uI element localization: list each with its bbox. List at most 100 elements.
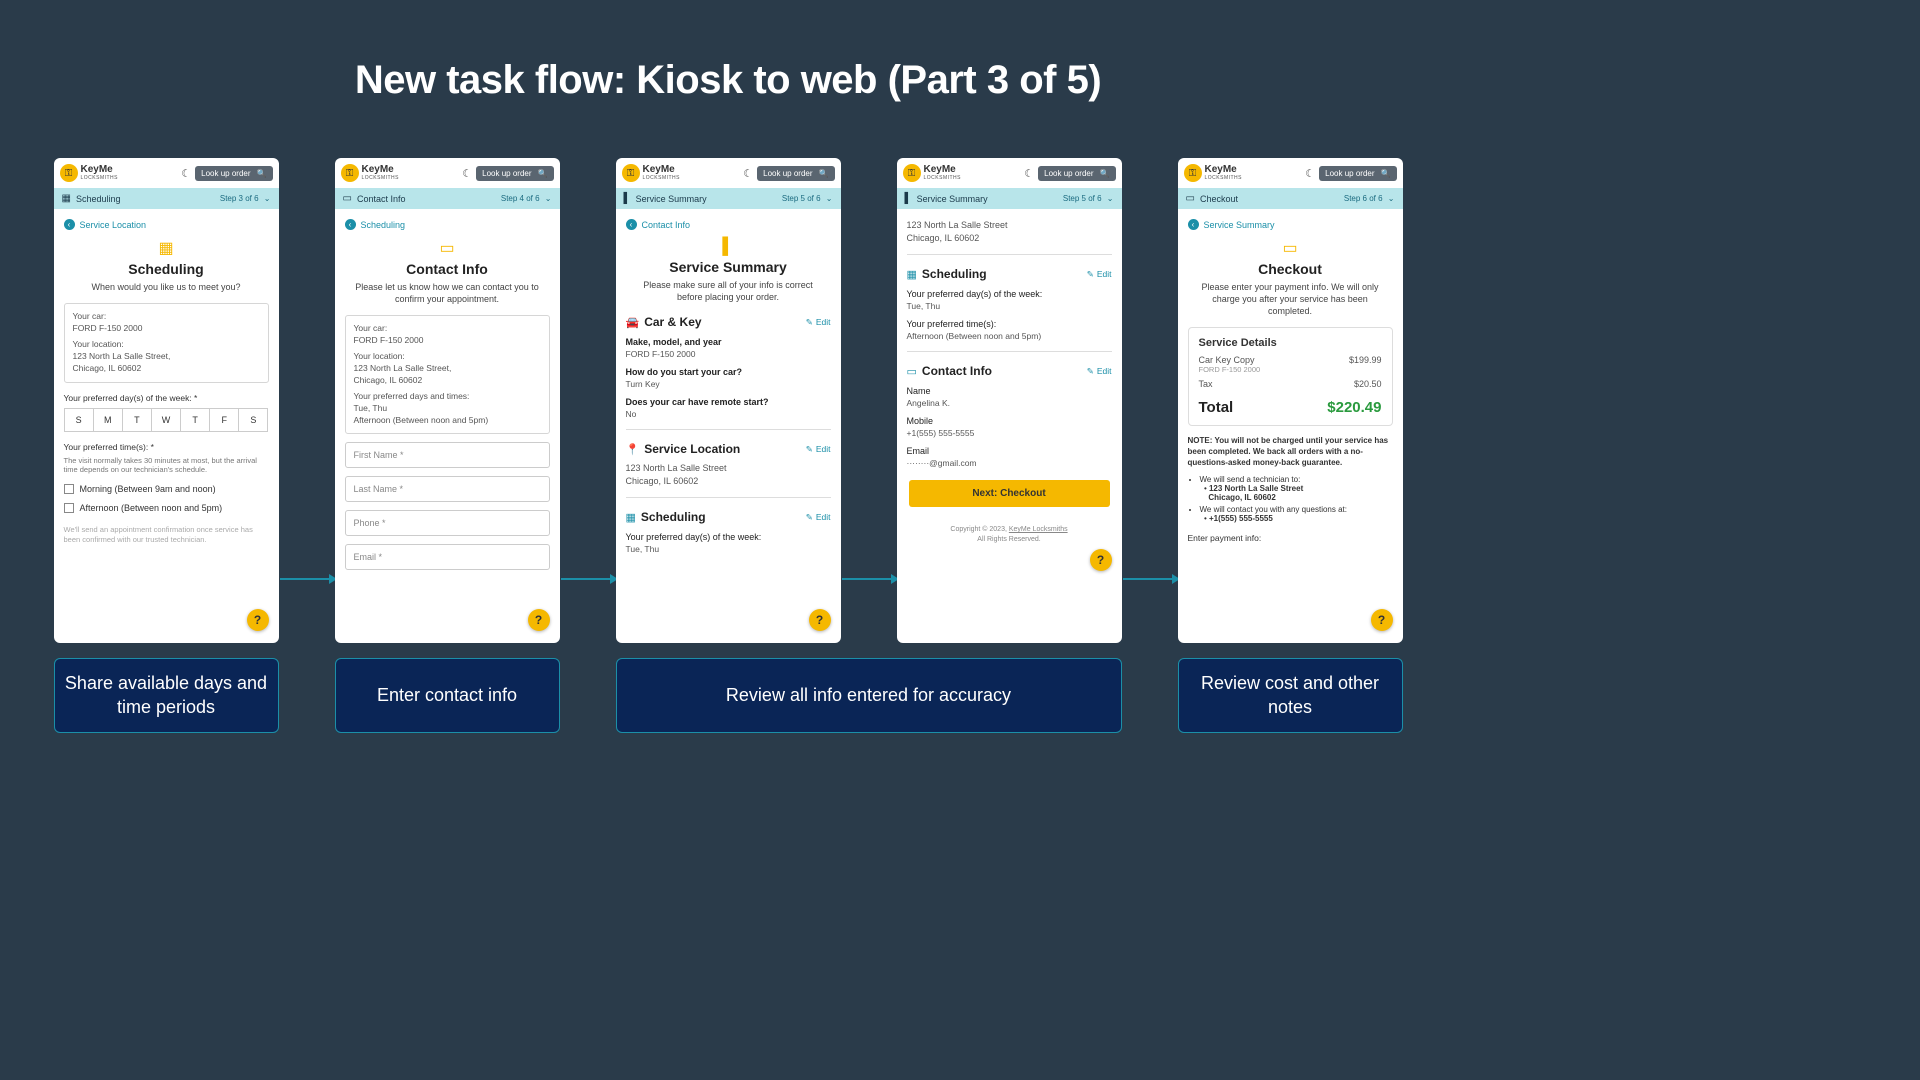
time-option-afternoon[interactable]: Afternoon (Between noon and 5pm) <box>64 503 269 513</box>
address: 123 North La Salle StreetChicago, IL 606… <box>907 219 1112 244</box>
subheader: ▦ Scheduling Step 3 of 6 ⌄ <box>54 188 279 209</box>
edit-link[interactable]: ✎Edit <box>806 444 831 455</box>
bullet-list: We will send a technician to: • 123 Nort… <box>1188 475 1393 523</box>
edit-link[interactable]: ✎Edit <box>1087 269 1112 280</box>
subheader-title: Scheduling <box>76 194 121 204</box>
screen-scheduling: ⚿ KeyMe LOCKSMITHS ☾ Look up order 🔍 ▦ S… <box>54 158 279 643</box>
address: 123 North La Salle StreetChicago, IL 606… <box>626 462 831 487</box>
heading: Checkout <box>1188 261 1393 277</box>
phone-input[interactable]: Phone * <box>345 510 550 536</box>
calendar-icon: ▦ <box>907 268 917 281</box>
dark-mode-icon[interactable]: ☾ <box>743 167 753 180</box>
pin-icon: 📍 <box>626 443 640 456</box>
brand-sub: LOCKSMITHS <box>81 175 119 181</box>
question: Make, model, and year <box>626 337 831 347</box>
times-label: Your preferred time(s): * <box>64 442 269 452</box>
contact-icon: ▭ <box>907 365 917 378</box>
lookup-order-button[interactable]: Look up order🔍 <box>1319 166 1396 181</box>
section-contact-info: ▭Contact Info✎Edit <box>907 364 1112 378</box>
email-input[interactable]: Email * <box>345 544 550 570</box>
day-option[interactable]: S <box>64 408 94 432</box>
lead-text: Please enter your payment info. We will … <box>1188 281 1393 317</box>
box-title: Service Details <box>1199 337 1382 349</box>
back-link[interactable]: ‹Contact Info <box>626 219 831 230</box>
line-item-sub: FORD F-150 2000 <box>1199 365 1382 374</box>
document-icon: ▌ <box>624 193 631 204</box>
total-row: Total$220.49 <box>1199 399 1382 416</box>
back-link[interactable]: ‹Scheduling <box>345 219 550 230</box>
page-title: New task flow: Kiosk to web (Part 3 of 5… <box>0 0 1456 103</box>
answer: FORD F-150 2000 <box>626 349 831 359</box>
heading: Scheduling <box>64 261 269 277</box>
help-button[interactable]: ? <box>247 609 269 631</box>
key-icon: ⚿ <box>341 164 359 182</box>
card-icon: ▭ <box>1186 193 1195 204</box>
dark-mode-icon[interactable]: ☾ <box>462 167 472 180</box>
day-option[interactable]: S <box>238 408 268 432</box>
step-indicator[interactable]: Step 6 of 6 ⌄ <box>1344 194 1395 203</box>
heading: Contact Info <box>345 261 550 277</box>
logo[interactable]: ⚿KeyMeLOCKSMITHS <box>903 164 962 182</box>
lookup-order-button[interactable]: Look up order🔍 <box>476 166 553 181</box>
arrow-icon <box>842 578 898 580</box>
edit-link[interactable]: ✎Edit <box>1087 366 1112 377</box>
arrow-icon <box>280 578 336 580</box>
calendar-icon: ▦ <box>62 193 71 204</box>
lookup-order-button[interactable]: Look up order🔍 <box>1038 166 1115 181</box>
dark-mode-icon[interactable]: ☾ <box>1305 167 1315 180</box>
step-indicator[interactable]: Step 3 of 6 ⌄ <box>220 194 271 203</box>
lookup-order-button[interactable]: Look up order 🔍 <box>195 166 272 181</box>
logo[interactable]: ⚿ KeyMe LOCKSMITHS <box>60 164 119 182</box>
back-label: Service Location <box>80 220 147 230</box>
footer-link[interactable]: KeyMe Locksmiths <box>1009 526 1068 533</box>
first-name-input[interactable]: First Name * <box>345 442 550 468</box>
contact-icon: ▭ <box>345 238 550 258</box>
day-option[interactable]: F <box>209 408 239 432</box>
total-amount: $220.49 <box>1327 399 1381 416</box>
screen-checkout: ⚿KeyMeLOCKSMITHS ☾ Look up order🔍 ▭ Checkou… <box>1178 158 1403 643</box>
dark-mode-icon[interactable]: ☾ <box>181 167 191 180</box>
logo[interactable]: ⚿KeyMeLOCKSMITHS <box>622 164 681 182</box>
checkbox-icon <box>64 503 74 513</box>
step-indicator[interactable]: Step 5 of 6 ⌄ <box>1063 194 1114 203</box>
topbar: ⚿ KeyMe LOCKSMITHS ☾ Look up order 🔍 <box>54 158 279 188</box>
edit-link[interactable]: ✎Edit <box>806 512 831 523</box>
day-picker[interactable]: S M T W T F S <box>64 408 269 432</box>
day-option[interactable]: T <box>180 408 210 432</box>
next-checkout-button[interactable]: Next: Checkout <box>909 480 1110 507</box>
logo[interactable]: ⚿KeyMeLOCKSMITHS <box>341 164 400 182</box>
summary-card: Your car: FORD F-150 2000 Your location:… <box>64 303 269 382</box>
back-link[interactable]: ‹ Service Location <box>64 219 269 230</box>
day-option[interactable]: T <box>122 408 152 432</box>
search-icon: 🔍 <box>538 169 548 178</box>
card-icon: ▭ <box>1188 238 1393 258</box>
caption: Review cost and other notes <box>1178 658 1403 733</box>
summary-card: Your car:FORD F-150 2000 Your location:1… <box>345 315 550 434</box>
day-option[interactable]: M <box>93 408 123 432</box>
edit-link[interactable]: ✎Edit <box>806 317 831 328</box>
day-option[interactable]: W <box>151 408 181 432</box>
caption: Share available days and time periods <box>54 658 279 733</box>
back-link[interactable]: ‹Service Summary <box>1188 219 1393 230</box>
arrow-icon <box>561 578 617 580</box>
checkbox-icon <box>64 484 74 494</box>
dark-mode-icon[interactable]: ☾ <box>1024 167 1034 180</box>
last-name-input[interactable]: Last Name * <box>345 476 550 502</box>
key-icon: ⚿ <box>60 164 78 182</box>
footer-note: We'll send an appointment confirmation o… <box>64 525 269 545</box>
help-button[interactable]: ? <box>528 609 550 631</box>
lead-text: Please make sure all of your info is cor… <box>626 279 831 303</box>
step-indicator[interactable]: Step 5 of 6 ⌄ <box>782 194 833 203</box>
lookup-order-button[interactable]: Look up order🔍 <box>757 166 834 181</box>
times-note: The visit normally takes 30 minutes at m… <box>64 456 269 476</box>
help-button[interactable]: ? <box>1090 549 1112 571</box>
logo[interactable]: ⚿KeyMeLOCKSMITHS <box>1184 164 1243 182</box>
time-option-morning[interactable]: Morning (Between 9am and noon) <box>64 484 269 494</box>
screen-service-summary-1: ⚿KeyMeLOCKSMITHS☾Look up order🔍 ▌Service… <box>616 158 841 643</box>
back-icon: ‹ <box>64 219 75 230</box>
help-button[interactable]: ? <box>809 609 831 631</box>
help-button[interactable]: ? <box>1371 609 1393 631</box>
step-indicator[interactable]: Step 4 of 6 ⌄ <box>501 194 552 203</box>
captions-row: Share available days and time periods En… <box>0 658 1456 733</box>
lookup-label: Look up order <box>201 169 250 178</box>
